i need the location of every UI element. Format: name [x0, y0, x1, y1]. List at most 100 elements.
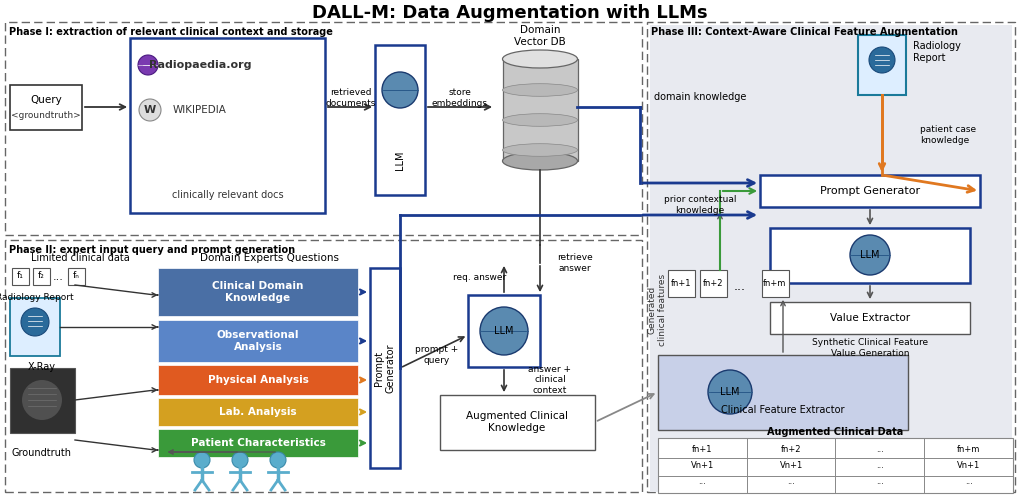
Circle shape [138, 55, 158, 75]
Bar [10, 298, 60, 356]
Bar [646, 22, 1014, 492]
Text: retrieve
answer: retrieve answer [556, 253, 592, 273]
Text: Lab. Analysis: Lab. Analysis [219, 407, 297, 417]
Text: Phase III: Context-Aware Clinical Feature Augmentation: Phase III: Context-Aware Clinical Featur… [650, 27, 957, 37]
Text: WIKIPEDIA: WIKIPEDIA [173, 105, 226, 115]
Bar [10, 368, 75, 433]
Text: LLM: LLM [494, 326, 514, 336]
Text: Limited clinical data: Limited clinical data [31, 253, 129, 263]
Text: fn+1: fn+1 [671, 278, 691, 288]
Text: Radiology
Report: Radiology Report [912, 41, 960, 63]
Text: Value Extractor: Value Extractor [829, 313, 909, 323]
Text: ...: ... [964, 478, 971, 487]
Circle shape [270, 452, 285, 468]
Bar [502, 59, 578, 161]
Bar [5, 22, 641, 235]
Bar [370, 268, 399, 468]
Text: Clinical Domain
Knowledge: Clinical Domain Knowledge [212, 281, 304, 303]
Text: store
embeddings: store embeddings [432, 88, 487, 108]
Text: Domain Experts Questions: Domain Experts Questions [201, 253, 339, 263]
Bar [657, 355, 907, 430]
Circle shape [707, 370, 751, 414]
Text: Observational
Analysis: Observational Analysis [216, 330, 299, 352]
Text: f₁: f₁ [16, 271, 23, 281]
Ellipse shape [502, 144, 577, 156]
Text: Augmented Clinical Data: Augmented Clinical Data [766, 427, 902, 437]
Text: Augmented Clinical
Knowledge: Augmented Clinical Knowledge [466, 411, 568, 433]
Bar [649, 25, 1011, 492]
Circle shape [22, 380, 62, 420]
Circle shape [231, 452, 248, 468]
Text: ...: ... [875, 461, 882, 471]
Circle shape [194, 452, 210, 468]
Text: W: W [144, 105, 156, 115]
Text: Phase II: expert input query and prompt generation: Phase II: expert input query and prompt … [9, 245, 294, 255]
Bar [158, 398, 358, 426]
Bar [5, 240, 641, 492]
Bar [667, 270, 694, 297]
Text: Query: Query [31, 95, 62, 105]
Text: Vn+1: Vn+1 [956, 461, 979, 471]
Text: domain knowledge: domain knowledge [653, 92, 746, 102]
Bar [468, 295, 539, 367]
Circle shape [382, 72, 418, 108]
Text: retrieved
documents: retrieved documents [325, 88, 376, 108]
Text: fn+2: fn+2 [781, 444, 801, 453]
Text: req. answer: req. answer [452, 273, 506, 283]
Bar [158, 365, 358, 395]
Bar [68, 268, 85, 285]
Text: clinically relevant docs: clinically relevant docs [172, 190, 283, 200]
Text: Radiology Report: Radiology Report [0, 293, 73, 302]
Bar [375, 45, 425, 195]
Bar [699, 270, 727, 297]
Circle shape [139, 99, 161, 121]
Text: LLM: LLM [859, 250, 878, 260]
Text: prior contextual
knowledge: prior contextual knowledge [663, 195, 736, 215]
Text: Vn+1: Vn+1 [779, 461, 802, 471]
Text: fn+2: fn+2 [702, 278, 722, 288]
Text: Radiopaedia.org: Radiopaedia.org [149, 60, 251, 70]
Bar [158, 429, 358, 457]
Text: ...: ... [698, 478, 705, 487]
Circle shape [480, 307, 528, 355]
Bar [129, 38, 325, 213]
Text: ...: ... [787, 478, 794, 487]
Text: fₙ: fₙ [72, 271, 79, 281]
Text: fn+m: fn+m [762, 278, 786, 288]
Bar [158, 268, 358, 316]
Bar [769, 228, 969, 283]
Circle shape [868, 47, 894, 73]
Text: Generated
clinical features: Generated clinical features [647, 274, 666, 346]
Bar [33, 268, 50, 285]
Text: Prompt
Generator: Prompt Generator [374, 343, 395, 393]
Text: LLM: LLM [394, 150, 405, 170]
Bar [657, 438, 1012, 493]
Text: <groundtruth>: <groundtruth> [11, 111, 81, 120]
Text: X-Ray: X-Ray [28, 362, 56, 372]
Text: answer +
clinical
context: answer + clinical context [528, 365, 571, 395]
Text: ...: ... [53, 272, 63, 282]
Text: Physical Analysis: Physical Analysis [207, 375, 308, 385]
Ellipse shape [502, 84, 577, 96]
Text: ...: ... [875, 478, 882, 487]
Text: fn+1: fn+1 [692, 444, 712, 453]
Text: f₂: f₂ [38, 271, 45, 281]
Ellipse shape [502, 114, 577, 126]
Bar [769, 302, 969, 334]
Text: fn+m: fn+m [956, 444, 979, 453]
Text: ...: ... [875, 444, 882, 453]
Text: ...: ... [734, 280, 745, 293]
Ellipse shape [502, 50, 577, 68]
Text: Prompt Generator: Prompt Generator [819, 186, 919, 196]
Bar [761, 270, 789, 297]
Text: patient case
knowledge: patient case knowledge [919, 125, 975, 145]
Text: Domain
Vector DB: Domain Vector DB [514, 25, 566, 47]
Text: LLM: LLM [719, 387, 739, 397]
Bar [12, 268, 29, 285]
Text: Patient Characteristics: Patient Characteristics [191, 438, 325, 448]
Circle shape [849, 235, 890, 275]
Text: Clinical Feature Extractor: Clinical Feature Extractor [720, 405, 844, 415]
Text: Vn+1: Vn+1 [690, 461, 713, 471]
Text: Synthetic Clinical Feature
Value Generation: Synthetic Clinical Feature Value Generat… [811, 338, 927, 358]
Bar [857, 35, 905, 95]
